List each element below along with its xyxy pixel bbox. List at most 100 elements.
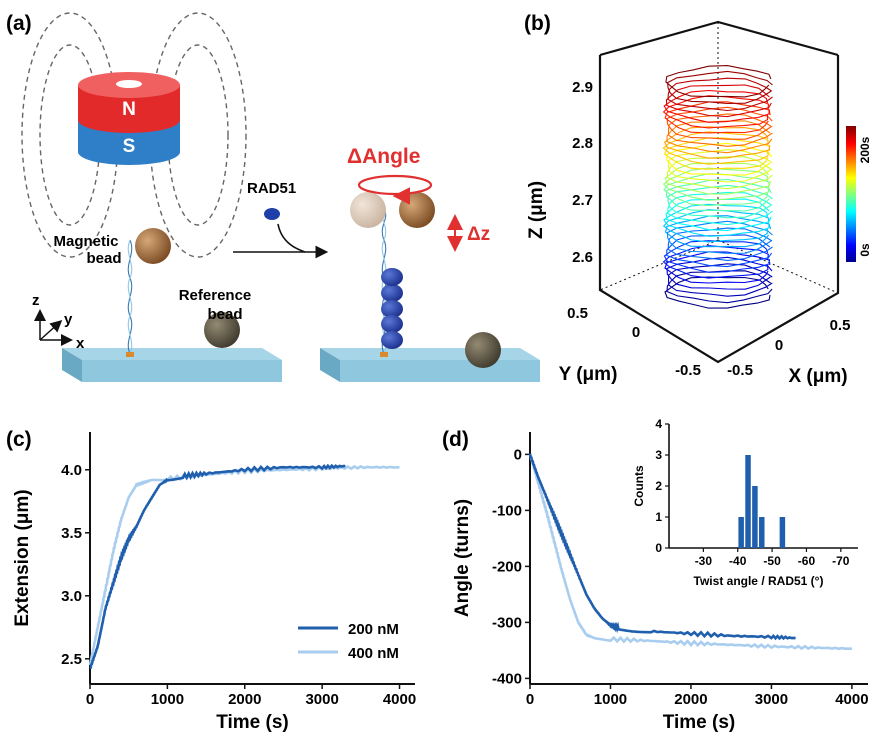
helix-turn: [666, 234, 773, 268]
panel-d-label: (d): [442, 428, 469, 451]
surface-right: [320, 348, 540, 382]
inset-y-tick-label: 2: [655, 479, 662, 493]
colorbar-top-label: 200s: [858, 136, 872, 163]
legend-label: 200 nM: [348, 621, 399, 638]
magnetic-bead-rotated: [399, 192, 435, 228]
z-tick-label: 2.9: [572, 79, 593, 96]
y-tick-label: 2.5: [61, 651, 82, 668]
x-tick-label: 2000: [228, 691, 261, 708]
z-tick-label: 2.8: [572, 135, 593, 152]
helix-turn: [667, 191, 773, 226]
legend-label: 400 nM: [348, 645, 399, 662]
rad51-label: RAD51: [247, 180, 296, 197]
y-axis-label: Angle (turns): [452, 499, 473, 617]
y-tick-label: -300: [492, 614, 522, 631]
magnetic-bead: [135, 228, 171, 264]
axis-y-label: y: [64, 311, 73, 328]
y-ticks: 0.5 0 -0.5: [567, 305, 701, 379]
helix-turn: [665, 84, 772, 118]
panel-b-inner-edges: [599, 22, 839, 294]
helix-turn: [662, 167, 770, 201]
y-tick-label: -400: [492, 670, 522, 687]
y-tick-label: -100: [492, 502, 522, 519]
rotation-ring: [357, 174, 433, 196]
panel-d: (d) 0 1000 2000 3000 40000-100-200-300-400Ti…: [442, 417, 869, 733]
z-ticks: 2.9 2.8 2.7 2.6: [572, 79, 593, 266]
histogram-bar: [745, 455, 751, 548]
y-tick-label: 3.5: [61, 525, 82, 542]
x-tick-label: 4000: [835, 691, 868, 708]
magnetic-bead-label-line2: bead: [86, 250, 121, 267]
binding-arc: [277, 223, 306, 253]
x-tick-label: -0.5: [727, 362, 753, 379]
panel-a-label: (a): [6, 12, 32, 35]
helix-turn: [663, 173, 770, 207]
rad51-filament: [381, 268, 403, 349]
inset-y-tick-label: 1: [655, 510, 662, 524]
helix-turn: [666, 156, 773, 190]
reference-bead: [204, 312, 240, 348]
series-line: [528, 453, 796, 641]
magnet-north-label: N: [122, 99, 136, 120]
helix-turn: [664, 126, 771, 159]
inset-y-tick-label: 3: [655, 448, 662, 462]
helix-turn: [667, 149, 773, 183]
helix-turn: [665, 178, 772, 212]
y-tick-label: -0.5: [675, 362, 701, 379]
y-axis-label: Y (μm): [559, 364, 618, 385]
panel-c: (c) 0 1000 2000 3000 4000 2.5 3.0 3.5 4.0 Time (s…: [6, 428, 416, 733]
helix-turn: [666, 256, 773, 290]
extension-chart: 0 1000 2000 3000 4000 2.5 3.0 3.5 4.0 Time (s) Ext…: [12, 432, 416, 733]
helix-turn: [666, 142, 773, 176]
magnet-south-label: S: [123, 136, 136, 157]
helix-turn: [664, 162, 771, 195]
histogram-bar: [752, 486, 758, 548]
z-axis-label: Z (μm): [526, 181, 547, 239]
helix-turn: [663, 89, 770, 123]
x-axis-label: X (μm): [788, 366, 847, 387]
rad51-protein: [264, 208, 280, 220]
helix-turn: [666, 120, 773, 154]
colorbar: [846, 126, 856, 262]
colorbar-bottom-label: 0s: [858, 243, 872, 257]
panel-b-label: (b): [524, 12, 551, 35]
inset-x-tick-label: -30: [695, 554, 713, 568]
y-axis-label: Extension (μm): [12, 489, 33, 626]
helix-turn: [665, 198, 772, 232]
axes-triad: [34, 309, 73, 346]
helix-turn: [662, 209, 770, 243]
series-line: [89, 463, 346, 670]
series-line: [528, 454, 852, 651]
inset-y-axis-label: Counts: [632, 465, 646, 507]
magnet: N S: [78, 72, 180, 165]
axis-z-label: z: [32, 292, 40, 309]
y-tick-label: 3.0: [61, 588, 82, 605]
panel-b-box: [598, 20, 840, 364]
helix-turn: [667, 227, 773, 261]
reference-bead-right: [465, 332, 501, 368]
x-ticks: -0.5 0 0.5: [727, 317, 850, 379]
helix-trajectory: [662, 65, 773, 309]
inset-x-axis-label: Twist angle / RAD51 (°): [694, 574, 824, 588]
helix-turn: [664, 276, 771, 309]
series-line: [88, 464, 400, 666]
helix-turn: [663, 137, 771, 170]
x-tick-label: 3000: [755, 691, 788, 708]
helix-turn: [665, 65, 772, 98]
inset-x-tick-label: -40: [729, 554, 747, 568]
axis-x-label: x: [76, 335, 85, 352]
helix-turn: [667, 113, 773, 147]
helix-turn: [664, 251, 771, 284]
inset-y-tick-label: 4: [655, 417, 662, 431]
helix-turn: [667, 263, 773, 297]
x-tick-label: 2000: [674, 691, 707, 708]
helix-turn: [664, 215, 772, 248]
z-tick-label: 2.6: [572, 249, 593, 266]
helix-turn: [666, 106, 773, 140]
x-tick-label: 4000: [383, 691, 416, 708]
inset-y-tick-label: 0: [655, 541, 662, 555]
x-axis-label: Time (s): [216, 712, 289, 733]
helix-turn: [663, 203, 770, 237]
